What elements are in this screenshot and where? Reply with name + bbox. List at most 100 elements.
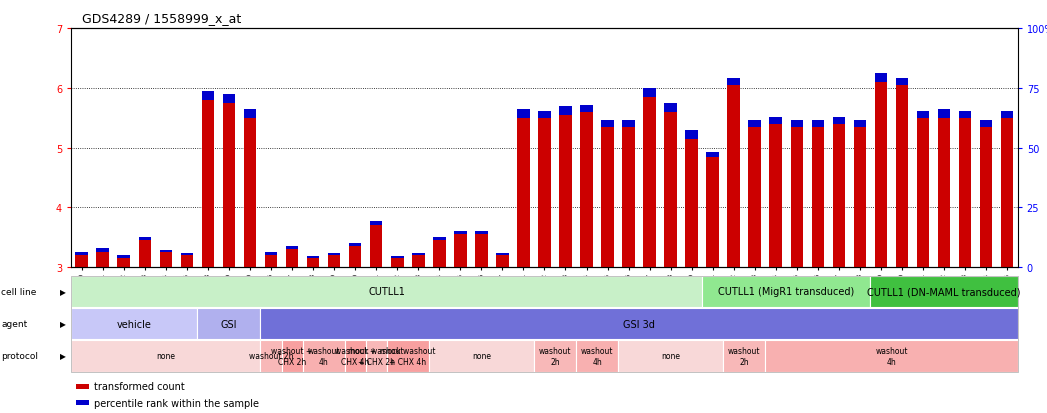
Bar (223, 95, 236, 104)
Text: GSI: GSI (221, 319, 238, 329)
Text: GSI 3d: GSI 3d (623, 319, 655, 329)
Bar (117, 255, 130, 259)
Bar (853, 127, 866, 268)
Bar (559, 116, 572, 268)
Bar (895, 78, 909, 85)
Bar (728, 78, 740, 85)
Text: washout +
CHX 4h: washout + CHX 4h (335, 347, 376, 366)
Text: mock washout
+ CHX 4h: mock washout + CHX 4h (380, 347, 436, 366)
Bar (349, 243, 361, 247)
Bar (96, 253, 109, 268)
Bar (265, 252, 277, 256)
Bar (75, 256, 88, 268)
Bar (328, 256, 340, 268)
Bar (959, 119, 972, 268)
Bar (138, 241, 151, 268)
Bar (622, 120, 634, 127)
Bar (517, 119, 530, 268)
Bar (517, 110, 530, 119)
Bar (1001, 111, 1013, 119)
Bar (244, 109, 257, 119)
Bar (496, 253, 509, 256)
Bar (917, 119, 930, 268)
Bar (475, 231, 488, 235)
Bar (496, 256, 509, 268)
Bar (707, 152, 719, 157)
Bar (874, 74, 887, 83)
Bar (1001, 119, 1013, 268)
Text: cell line: cell line (1, 287, 37, 296)
Bar (286, 250, 298, 268)
Bar (770, 124, 782, 268)
Bar (349, 247, 361, 268)
Bar (138, 237, 151, 241)
Text: transformed count: transformed count (94, 381, 185, 391)
Bar (538, 119, 551, 268)
Text: none: none (472, 351, 491, 361)
Text: none: none (156, 351, 175, 361)
Bar (895, 85, 909, 268)
Text: washout
4h: washout 4h (875, 347, 908, 366)
Text: protocol: protocol (1, 351, 38, 361)
Bar (643, 89, 655, 97)
Text: washout 2h: washout 2h (249, 351, 293, 361)
Bar (728, 85, 740, 268)
Bar (580, 105, 593, 112)
Bar (686, 139, 698, 268)
Bar (391, 256, 403, 259)
Bar (707, 157, 719, 268)
Text: agent: agent (1, 319, 27, 328)
Bar (601, 120, 614, 127)
Bar (454, 235, 467, 268)
Text: ▶: ▶ (60, 319, 66, 328)
Bar (959, 111, 972, 119)
Text: washout +
CHX 2h: washout + CHX 2h (271, 347, 313, 366)
Bar (433, 237, 446, 241)
Bar (643, 97, 655, 268)
Bar (790, 120, 803, 127)
Bar (980, 127, 993, 268)
Bar (454, 231, 467, 235)
Bar (286, 246, 298, 250)
Text: GDS4289 / 1558999_x_at: GDS4289 / 1558999_x_at (82, 12, 241, 25)
Bar (180, 256, 194, 268)
Bar (538, 111, 551, 119)
Bar (811, 120, 824, 127)
Text: washout
2h: washout 2h (728, 347, 760, 366)
Bar (265, 256, 277, 268)
Bar (159, 250, 172, 253)
Bar (370, 221, 382, 226)
Bar (411, 253, 424, 256)
Text: mock washout
+ CHX 2h: mock washout + CHX 2h (349, 347, 404, 366)
Bar (117, 259, 130, 268)
Bar (391, 259, 403, 268)
Text: CUTLL1: CUTLL1 (369, 287, 405, 297)
Bar (307, 259, 319, 268)
Bar (244, 119, 257, 268)
Bar (665, 104, 677, 112)
Bar (202, 92, 215, 100)
Bar (686, 131, 698, 139)
Text: washout
2h: washout 2h (539, 347, 572, 366)
Bar (307, 256, 319, 259)
Bar (75, 252, 88, 256)
Text: none: none (661, 351, 681, 361)
Text: ▶: ▶ (60, 287, 66, 296)
Bar (180, 253, 194, 256)
Bar (202, 100, 215, 268)
Bar (938, 119, 951, 268)
Bar (433, 241, 446, 268)
Text: ▶: ▶ (60, 351, 66, 361)
Bar (980, 120, 993, 127)
Bar (601, 127, 614, 268)
Bar (665, 112, 677, 268)
Bar (159, 253, 172, 268)
Text: washout
4h: washout 4h (581, 347, 614, 366)
Bar (853, 120, 866, 127)
Bar (938, 110, 951, 119)
Bar (832, 117, 845, 124)
Bar (790, 127, 803, 268)
Bar (917, 111, 930, 119)
Bar (580, 112, 593, 268)
Bar (370, 226, 382, 268)
